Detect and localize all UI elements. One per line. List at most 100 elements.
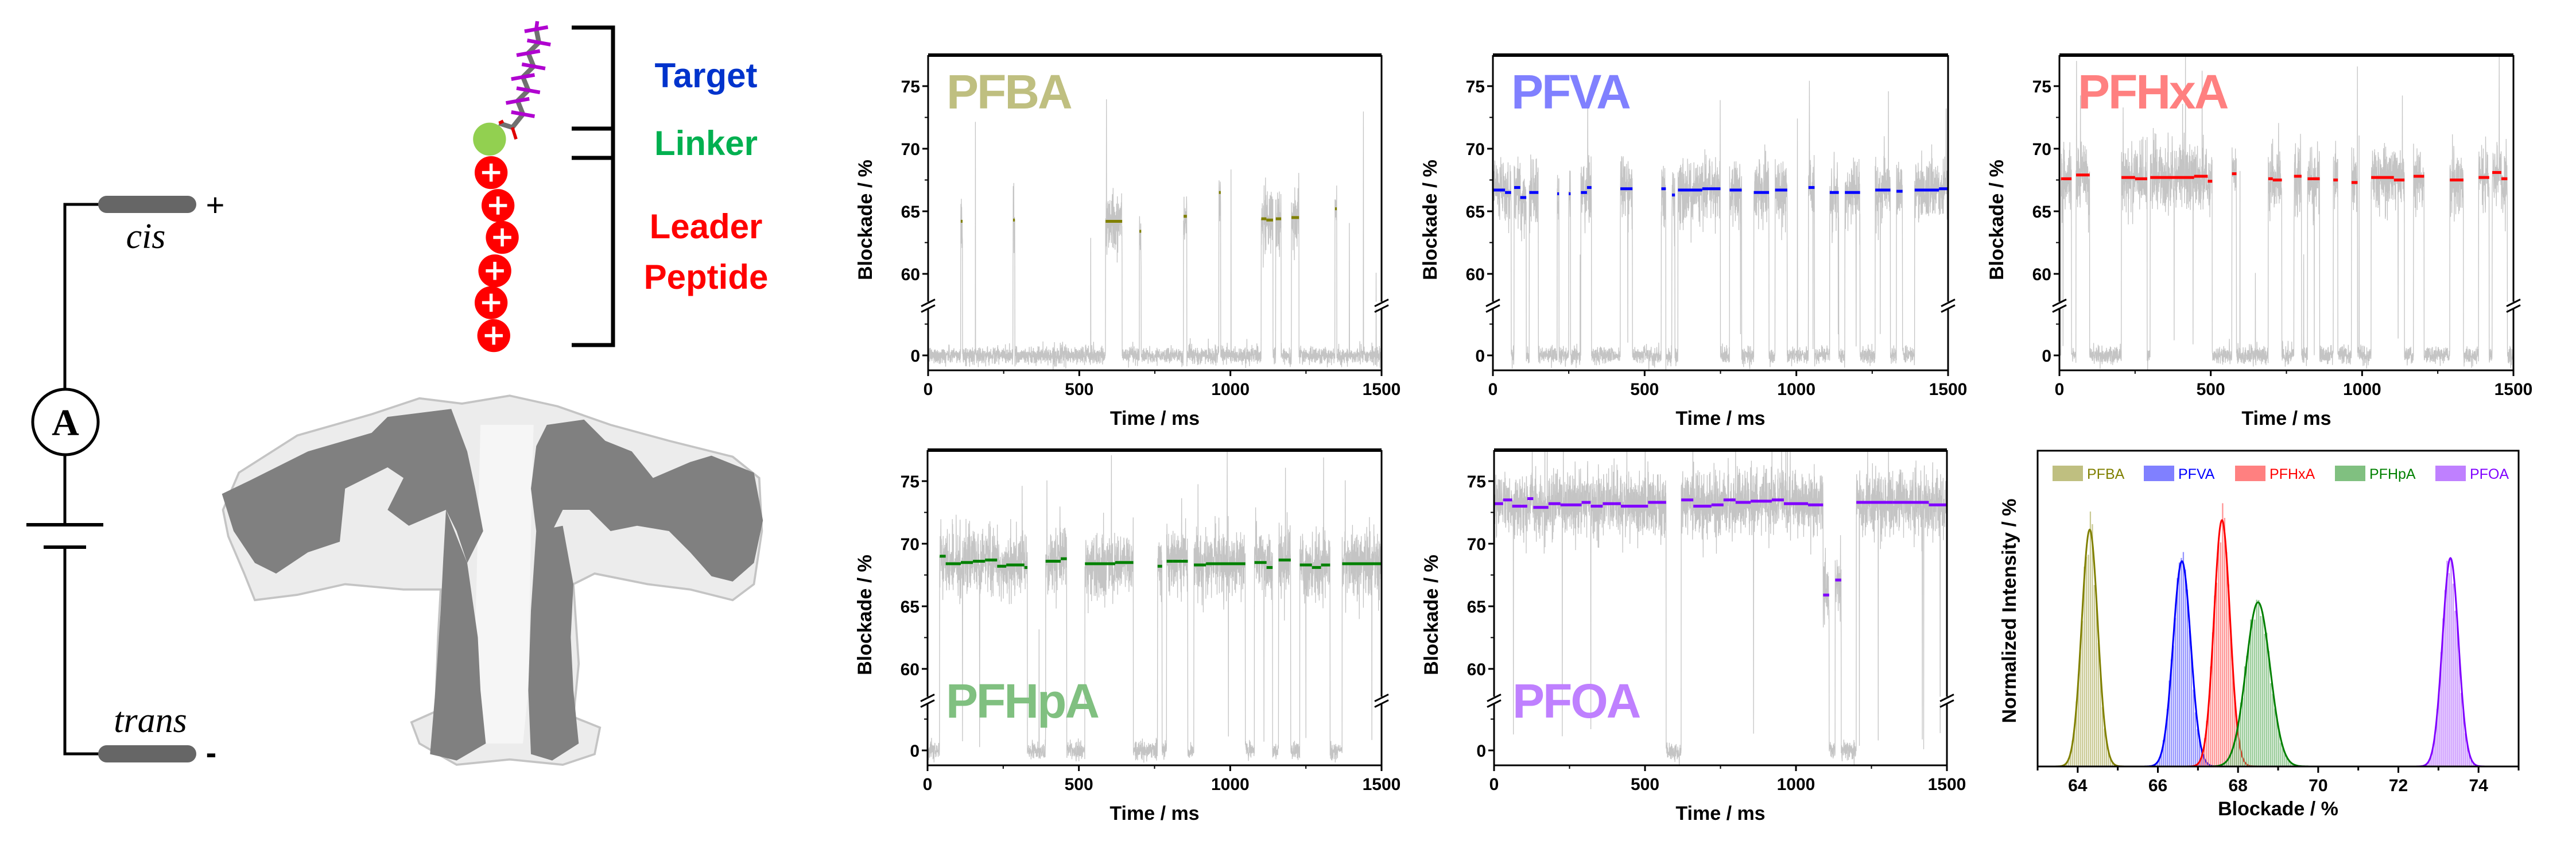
histogram-bar <box>2472 763 2474 766</box>
histogram-bar <box>2075 701 2077 766</box>
trace-panel-pfoa: 0 60 65 70 75 0 500 1000 1500 Time / ms Blockade /… <box>1421 448 1966 824</box>
x-tick-label: 1000 <box>2343 380 2381 399</box>
y-tick-label: 60 <box>901 265 920 284</box>
histogram-bar <box>2292 764 2294 766</box>
histogram-bar <box>2186 589 2189 766</box>
pore-lumen <box>475 425 534 744</box>
histogram-bar <box>2166 708 2168 766</box>
histogram-bar <box>2246 656 2248 766</box>
x-tick-label: 1500 <box>2494 380 2533 399</box>
x-tick-label: 1000 <box>1777 380 1815 399</box>
positive-charge-bead <box>478 254 511 288</box>
ammeter-label: A <box>52 402 79 444</box>
x-tick-label: 74 <box>2469 776 2488 795</box>
analyte-label: PFVA <box>1511 65 1630 119</box>
plus-icon <box>493 228 511 247</box>
plus-icon <box>488 196 507 215</box>
histogram-bar <box>2160 752 2162 766</box>
x-tick-label: 0 <box>924 380 933 399</box>
axis-break-icon <box>1374 299 1389 313</box>
trace-panel-pfba: 0 60 65 70 75 0 500 1000 1500 Time / ms Blockade /… <box>855 53 1400 429</box>
histogram-bar <box>2100 673 2101 766</box>
histogram-bar <box>2202 756 2205 766</box>
histogram-bar <box>2172 645 2174 766</box>
current-trace <box>2059 55 2514 371</box>
histogram-bar <box>2448 573 2450 766</box>
histogram-bar <box>2168 680 2170 766</box>
current-trace <box>928 99 1382 371</box>
plus-icon <box>484 326 503 345</box>
histogram-bar <box>2288 760 2290 766</box>
histogram-bar <box>2244 666 2245 766</box>
fluorine-atom <box>538 40 551 47</box>
x-tick-label: 0 <box>2055 380 2065 399</box>
histogram-series-pfhpa <box>2203 599 2312 768</box>
leader-label: Leader <box>650 207 763 246</box>
fluorine-atom <box>511 110 523 117</box>
histogram-bar <box>2216 582 2218 766</box>
fluorine-atom <box>536 25 549 32</box>
y-tick-label: 65 <box>1467 598 1486 617</box>
histogram-bar <box>2432 744 2434 766</box>
gaussian-fit-curve <box>2414 557 2486 768</box>
histogram-bar <box>2198 762 2199 766</box>
y-tick-label: 60 <box>1467 660 1486 679</box>
histogram-bar <box>2228 584 2229 766</box>
y-tick-label: 75 <box>901 473 920 491</box>
y-tick-label: 60 <box>2032 265 2051 284</box>
histogram-bar <box>2232 665 2233 766</box>
x-tick-label: 72 <box>2389 776 2408 795</box>
y-tick-label: 0 <box>910 742 920 761</box>
histogram-bar <box>2198 740 2201 766</box>
histogram-bar <box>2104 728 2105 766</box>
histogram-bar <box>2181 557 2182 766</box>
x-tick-label: 500 <box>1630 380 1659 399</box>
histogram-bar <box>2442 618 2444 766</box>
fluorine-atom <box>526 38 540 45</box>
axis-break-icon <box>1374 694 1389 708</box>
histogram-bar <box>2162 739 2164 766</box>
y-tick-label: 65 <box>901 598 920 617</box>
fluorine-atom <box>517 96 530 103</box>
histogram-bar <box>2109 758 2111 766</box>
x-tick-label: 1000 <box>1211 775 1250 794</box>
histogram-series-pfoa <box>2414 557 2486 768</box>
histogram-bar <box>2156 762 2158 766</box>
x-tick-label: 0 <box>1488 380 1498 399</box>
legend-label: PFVA <box>2178 466 2215 482</box>
target-molecule <box>473 21 551 353</box>
x-axis-label: Blockade / % <box>2218 798 2338 820</box>
histogram-bar <box>2185 569 2186 766</box>
histogram-bar <box>2446 560 2448 766</box>
histogram-bar <box>2278 730 2280 766</box>
fluorine-atoms <box>505 21 551 118</box>
y-tick-label: 0 <box>1475 347 1485 366</box>
histogram-bar <box>2460 692 2462 766</box>
histogram-bar <box>2230 629 2232 766</box>
y-tick-label: 70 <box>2032 140 2051 159</box>
axis-break-icon <box>1485 299 1500 313</box>
histogram-bar <box>2252 617 2253 766</box>
pore-section-right-cap <box>531 419 763 582</box>
histogram-bar <box>2158 757 2160 766</box>
x-tick-label: 0 <box>1489 775 1499 794</box>
x-tick-label: 70 <box>2309 776 2327 795</box>
histogram-bar <box>2113 764 2115 766</box>
x-tick-label: 500 <box>1065 380 1093 399</box>
histogram-bar <box>2222 503 2224 766</box>
gaussian-fit-curve <box>2203 601 2312 768</box>
analyte-label: PFBA <box>946 65 1072 119</box>
histogram-bar <box>2108 752 2109 766</box>
axis-break-icon <box>921 299 936 313</box>
fluorine-atom <box>527 88 541 95</box>
plus-sign: + <box>206 187 225 223</box>
fluorine-atom <box>522 73 536 79</box>
histogram-bar <box>2170 659 2172 766</box>
trans-label: trans <box>114 701 187 740</box>
y-tick-label: 0 <box>910 347 920 366</box>
y-tick-label: 75 <box>1467 473 1486 491</box>
x-axis-label: Time / ms <box>1675 408 1765 429</box>
x-tick-label: 66 <box>2148 776 2167 795</box>
y-tick-label: 65 <box>2032 203 2051 222</box>
